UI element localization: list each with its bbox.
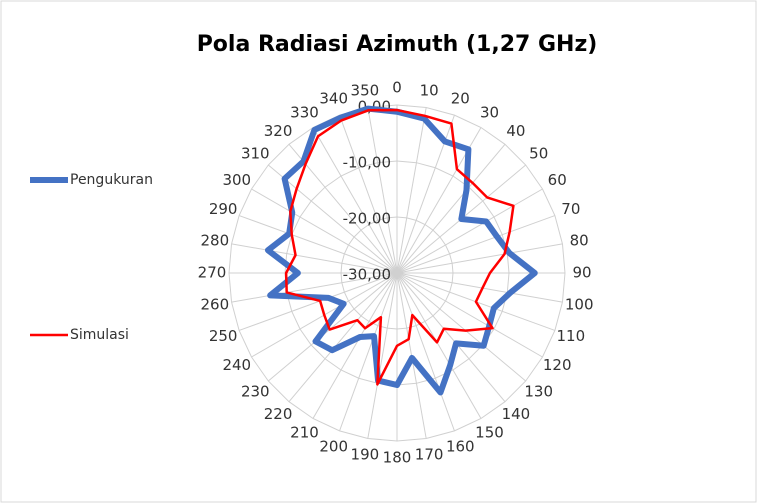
spoke	[396, 143, 506, 274]
spoke	[396, 272, 527, 382]
spoke	[238, 272, 398, 331]
spoke	[396, 107, 427, 274]
category-label: 330	[290, 103, 319, 121]
category-label: 270	[198, 264, 227, 282]
category-label: 120	[543, 356, 572, 374]
category-label: 10	[420, 81, 439, 99]
spoke	[367, 107, 398, 274]
spoke	[238, 215, 398, 274]
category-label: 90	[572, 264, 591, 282]
spoke	[288, 143, 398, 274]
spoke	[288, 272, 398, 403]
spoke	[231, 272, 398, 303]
category-label: 140	[502, 405, 531, 423]
category-label: 60	[548, 171, 567, 189]
category-label: 300	[222, 171, 251, 189]
series-line	[284, 108, 515, 386]
category-label: 40	[506, 122, 525, 140]
category-label: 190	[351, 446, 380, 464]
grid-ring	[228, 104, 566, 442]
category-label: 20	[451, 90, 470, 108]
category-label: 240	[222, 356, 251, 374]
legend-label: Simulasi	[70, 327, 129, 343]
category-label: 280	[200, 231, 229, 249]
category-label: 170	[415, 446, 444, 464]
spoke	[396, 272, 506, 403]
spoke	[312, 127, 398, 274]
category-label: 70	[561, 200, 580, 218]
y-tick-label: -30,00	[343, 266, 391, 284]
category-label: 130	[524, 382, 553, 400]
category-label: 200	[319, 437, 348, 455]
chart-title: Pola Radiasi Azimuth (1,27 GHz)	[197, 32, 598, 57]
spoke	[231, 243, 398, 274]
category-label: 210	[290, 424, 319, 442]
spoke	[251, 188, 398, 274]
category-label: 160	[446, 437, 475, 455]
spoke	[396, 215, 556, 274]
grid-ring	[340, 216, 454, 330]
category-label: 340	[319, 90, 348, 108]
category-label: 250	[209, 327, 238, 345]
category-label: 290	[209, 200, 238, 218]
y-tick-label: -20,00	[343, 210, 391, 228]
category-label: 180	[383, 449, 412, 467]
spoke	[396, 272, 482, 419]
category-label: 350	[351, 81, 380, 99]
spoke	[267, 272, 398, 382]
series-line	[264, 105, 538, 396]
spoke	[312, 272, 398, 419]
category-label: 0	[392, 79, 402, 97]
spoke	[396, 188, 543, 274]
category-label: 260	[200, 296, 229, 314]
spoke	[339, 272, 398, 432]
spoke	[267, 164, 398, 274]
category-label: 110	[557, 327, 586, 345]
spoke	[339, 114, 398, 274]
category-label: 30	[480, 103, 499, 121]
spoke	[396, 272, 563, 303]
spoke	[396, 272, 543, 358]
category-label: 220	[264, 405, 293, 423]
legend-label: Pengukuran	[70, 172, 153, 188]
category-label: 100	[565, 296, 594, 314]
category-label: 320	[264, 122, 293, 140]
spoke	[396, 272, 455, 432]
category-label: 50	[529, 145, 548, 163]
category-label: 310	[241, 145, 270, 163]
spoke	[367, 272, 398, 439]
y-tick-label: -10,00	[343, 154, 391, 172]
category-label: 80	[570, 231, 589, 249]
category-label: 230	[241, 382, 270, 400]
spoke	[396, 243, 563, 274]
category-label: 150	[475, 424, 504, 442]
